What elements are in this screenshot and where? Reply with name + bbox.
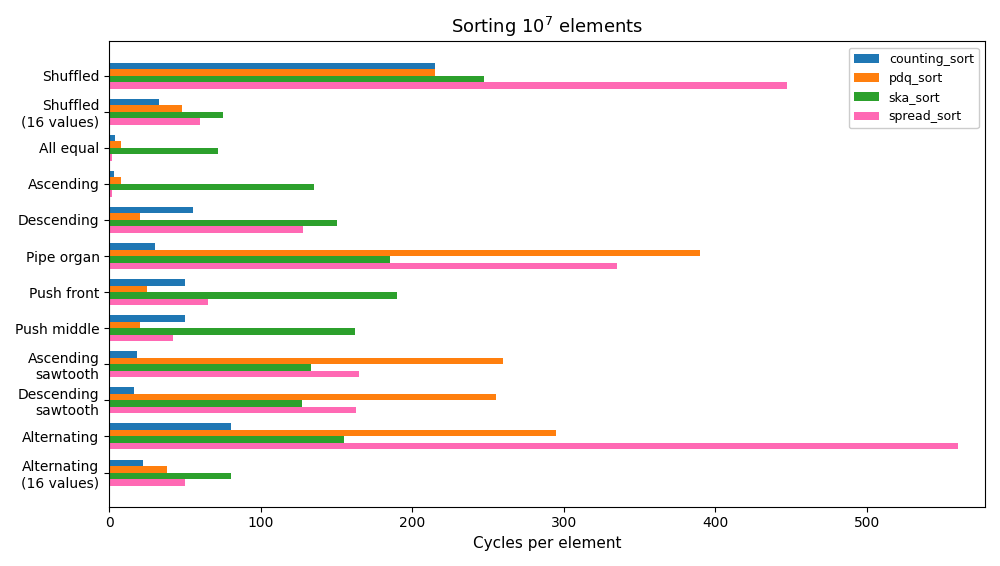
Bar — [109, 155, 112, 161]
Title: Sorting $10^7$ elements: Sorting $10^7$ elements — [451, 15, 643, 39]
Bar — [109, 400, 302, 407]
Bar — [109, 315, 185, 321]
Bar — [109, 105, 182, 112]
Bar — [109, 243, 155, 250]
Bar — [109, 358, 503, 365]
Bar — [109, 220, 337, 226]
Bar — [109, 226, 303, 233]
Bar — [109, 407, 356, 413]
Bar — [109, 135, 115, 142]
Bar — [109, 292, 397, 299]
Bar — [109, 142, 121, 148]
Bar — [109, 436, 344, 443]
Bar — [109, 184, 314, 190]
Bar — [109, 250, 700, 256]
Bar — [109, 371, 359, 378]
Bar — [109, 365, 311, 371]
Bar — [109, 76, 484, 82]
Bar — [109, 69, 435, 76]
Bar — [109, 328, 355, 335]
Bar — [109, 286, 147, 292]
Bar — [109, 82, 787, 88]
Bar — [109, 394, 496, 400]
Bar — [109, 460, 143, 466]
Bar — [109, 335, 173, 341]
Bar — [109, 98, 159, 105]
Bar — [109, 430, 556, 436]
Bar — [109, 351, 137, 358]
X-axis label: Cycles per element: Cycles per element — [473, 536, 621, 551]
Bar — [109, 321, 140, 328]
Bar — [109, 443, 958, 449]
Bar — [109, 279, 185, 286]
Legend: counting_sort, pdq_sort, ska_sort, spread_sort: counting_sort, pdq_sort, ska_sort, sprea… — [849, 48, 979, 128]
Bar — [109, 256, 390, 263]
Bar — [109, 213, 140, 220]
Bar — [109, 207, 193, 213]
Bar — [109, 466, 167, 473]
Bar — [109, 112, 223, 118]
Bar — [109, 171, 114, 177]
Bar — [109, 263, 617, 269]
Bar — [109, 148, 218, 155]
Bar — [109, 479, 185, 486]
Bar — [109, 423, 231, 430]
Bar — [109, 299, 208, 305]
Bar — [109, 473, 231, 479]
Bar — [109, 177, 121, 184]
Bar — [109, 118, 200, 125]
Bar — [109, 63, 435, 69]
Bar — [109, 387, 134, 394]
Bar — [109, 190, 112, 197]
